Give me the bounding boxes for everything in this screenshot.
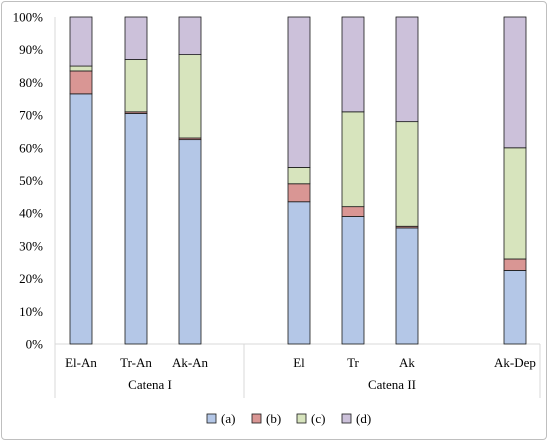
y-tick-label: 40% — [19, 206, 43, 221]
group-label: Catena II — [368, 377, 416, 392]
y-tick-label: 30% — [19, 238, 43, 253]
legend-swatch-(c) — [296, 413, 307, 424]
y-tick-label: 0% — [26, 337, 44, 352]
bar-segment-El-(d) — [287, 16, 311, 168]
bar-segment-El-An-(a) — [69, 93, 93, 345]
y-tick-label: 10% — [19, 304, 43, 319]
y-tick-label: 70% — [19, 108, 43, 123]
legend-swatch-(a) — [206, 413, 217, 424]
group-label: Catena I — [128, 377, 172, 392]
legend-label: (d) — [356, 411, 371, 426]
x-tick-label: Tr — [347, 355, 359, 370]
bar-segment-Ak-Dep-(b) — [503, 258, 527, 271]
legend-label: (a) — [221, 411, 235, 426]
y-tick-label: 80% — [19, 75, 43, 90]
bar-segment-Ak-Dep-(a) — [503, 270, 527, 345]
bar-segment-El-An-(c) — [69, 65, 93, 72]
bar-segment-El-(a) — [287, 201, 311, 345]
bar-segment-Ak-Dep-(c) — [503, 147, 527, 260]
bar-segment-Tr-An-(a) — [124, 113, 148, 345]
labels: 0% 10% 20% 30% 40% 50% 60% 70% 80% 90% 100% El-An Tr… — [13, 10, 536, 393]
y-tick-label: 50% — [19, 173, 43, 188]
y-tick-label: 20% — [19, 271, 43, 286]
bar-segment-Tr-(a) — [341, 216, 365, 345]
x-tick-label: Ak-Dep — [494, 355, 536, 370]
legend-label: (c) — [311, 411, 325, 426]
bars — [69, 16, 527, 345]
bar-segment-Ak-An-(d) — [178, 16, 202, 56]
bar-segment-El-An-(d) — [69, 16, 93, 67]
bar-segment-Ak-(c) — [395, 121, 419, 227]
bar-segment-Tr-An-(c) — [124, 59, 148, 113]
bar-segment-Tr-An-(d) — [124, 16, 148, 60]
bar-segment-Ak-(d) — [395, 16, 419, 123]
bar-segment-Ak-An-(a) — [178, 139, 202, 345]
legend-swatch-(b) — [251, 413, 262, 424]
x-tick-label: El-An — [65, 355, 97, 370]
bar-segment-Tr-(d) — [341, 16, 365, 113]
y-tick-label: 90% — [19, 42, 43, 57]
y-tick-label: 100% — [13, 10, 44, 25]
y-tick-label: 60% — [19, 140, 43, 155]
bar-segment-Ak-(a) — [395, 227, 419, 345]
bar-segment-Ak-Dep-(d) — [503, 16, 527, 149]
bar-segment-El-(b) — [287, 183, 311, 203]
legend-swatch-(d) — [341, 413, 352, 424]
bar-segment-El-An-(b) — [69, 70, 93, 95]
bar-segment-Tr-(c) — [341, 111, 365, 208]
bar-segment-El-(c) — [287, 167, 311, 185]
x-tick-label: Tr-An — [120, 355, 152, 370]
legend-label: (b) — [266, 411, 281, 426]
bar-segment-Tr-(b) — [341, 206, 365, 217]
x-tick-label: Ak — [399, 355, 415, 370]
bar-segment-Ak-An-(c) — [178, 54, 202, 139]
legend: (a) (b) (c) (d) — [206, 411, 371, 426]
x-tick-label: El — [293, 355, 305, 370]
x-tick-label: Ak-An — [172, 355, 209, 370]
